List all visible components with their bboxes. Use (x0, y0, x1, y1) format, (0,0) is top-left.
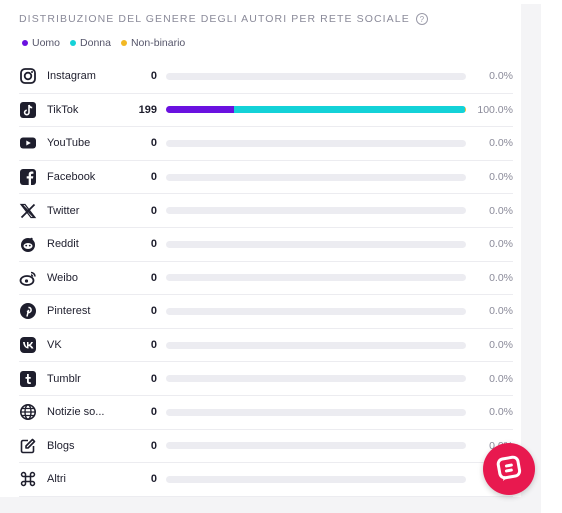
network-row[interactable]: Blogs00.0% (19, 430, 513, 464)
gender-bar (166, 341, 466, 349)
legend-label: Non-binario (130, 37, 186, 49)
command-icon (19, 470, 37, 488)
gender-bar (166, 72, 466, 80)
gender-bar (166, 475, 466, 483)
legend-dot-nonbinary (120, 40, 127, 46)
chat-support-button[interactable] (483, 443, 535, 495)
network-name: Tumblr (47, 372, 81, 385)
author-count: 0 (150, 238, 157, 251)
author-count: 0 (150, 339, 157, 352)
share-percent: 0.0% (489, 372, 513, 385)
tumblr-icon (19, 370, 37, 388)
gender-bar (166, 307, 466, 315)
chat-support-icon (496, 455, 522, 481)
gender-bar (166, 274, 466, 282)
network-name: Notizie so... (47, 406, 105, 419)
network-name: Blogs (47, 439, 75, 452)
legend-label: Uomo (32, 37, 61, 49)
gender-bar (166, 173, 466, 181)
facebook-icon (19, 168, 37, 186)
instagram-icon (19, 67, 37, 85)
network-name: Altri (47, 473, 66, 486)
network-row[interactable]: TikTok 199 100.0% (19, 94, 513, 128)
share-percent: 0.0% (489, 271, 513, 284)
vk-icon (19, 336, 37, 354)
author-count: 0 (150, 439, 157, 452)
legend-item-female[interactable]: Donna (70, 37, 111, 49)
author-count: 0 (150, 171, 157, 184)
gender-bar (166, 139, 466, 147)
gender-bar (166, 106, 466, 114)
gender-bar (166, 240, 466, 248)
author-count: 0 (150, 372, 157, 385)
share-percent: 0.0% (489, 238, 513, 251)
share-percent: 0.0% (489, 137, 513, 150)
legend-dot-male (22, 40, 28, 46)
bar-segment-female (233, 106, 465, 114)
legend-label: Donna (80, 37, 111, 49)
network-row[interactable]: Reddit 0 0.0% (19, 228, 513, 262)
widget-title: DISTRIBUZIONE DEL GENERE DEGLI AUTORI PE… (19, 13, 428, 25)
gender-bar (166, 207, 466, 215)
legend-item-male[interactable]: Uomo (22, 37, 60, 49)
network-list: Instagram 0 0.0% TikTok 199 100.0% YouTube 0 0.0… (19, 60, 513, 497)
author-count: 0 (150, 137, 157, 150)
share-percent: 0.0% (489, 171, 513, 184)
author-count: 0 (150, 473, 157, 486)
network-name: Facebook (47, 171, 96, 184)
network-row[interactable]: Notizie so... 0 0.0% (19, 396, 513, 430)
weibo-icon (19, 269, 37, 287)
pinterest-icon (19, 302, 37, 320)
x-twitter-icon (19, 202, 37, 220)
gender-bar (166, 442, 466, 450)
legend: Uomo Donna Non-binario (22, 37, 185, 49)
share-percent: 0.0% (489, 305, 513, 318)
gender-bar (166, 375, 466, 383)
legend-item-nonbinary[interactable]: Non-binario (120, 37, 186, 49)
bar-segment-nonbinary (464, 106, 466, 114)
network-name: Twitter (47, 204, 80, 217)
bar-segment-male (166, 106, 234, 114)
share-percent: 0.0% (489, 406, 513, 419)
tiktok-icon (19, 101, 37, 119)
gender-bar (166, 408, 466, 416)
network-row[interactable]: Weibo 0 0.0% (19, 262, 513, 296)
author-count: 0 (150, 204, 157, 217)
edit-icon (19, 437, 37, 455)
network-name: Weibo (47, 271, 78, 284)
network-row[interactable]: Twitter 0 0.0% (19, 194, 513, 228)
network-row[interactable]: YouTube 0 0.0% (19, 127, 513, 161)
share-percent: 0.0% (489, 339, 513, 352)
author-count: 0 (150, 271, 157, 284)
network-row[interactable]: Altri00.0% (19, 463, 513, 497)
author-count: 0 (150, 406, 157, 419)
author-count: 0 (150, 70, 157, 83)
network-name: Reddit (47, 238, 79, 251)
bottom-strip (0, 497, 541, 513)
youtube-icon (19, 134, 37, 152)
author-count: 199 (138, 103, 157, 116)
legend-dot-female (70, 40, 77, 46)
network-name: VK (47, 339, 62, 352)
network-name: TikTok (47, 103, 79, 116)
gender-distribution-card: DISTRIBUZIONE DEL GENERE DEGLI AUTORI PE… (8, 4, 541, 504)
author-count: 0 (150, 305, 157, 318)
network-name: Pinterest (47, 305, 91, 318)
share-percent: 0.0% (489, 204, 513, 217)
share-percent: 100.0% (477, 103, 513, 116)
help-icon[interactable]: ? (415, 13, 428, 25)
network-row[interactable]: Instagram 0 0.0% (19, 60, 513, 94)
network-name: YouTube (47, 137, 91, 150)
globe-icon (19, 403, 37, 421)
network-row[interactable]: VK 0 0.0% (19, 329, 513, 363)
network-row[interactable]: Pinterest 0 0.0% (19, 295, 513, 329)
network-row[interactable]: Facebook 0 0.0% (19, 161, 513, 195)
network-name: Instagram (47, 70, 96, 83)
share-percent: 0.0% (489, 70, 513, 83)
reddit-icon (19, 235, 37, 253)
network-row[interactable]: Tumblr 0 0.0% (19, 362, 513, 396)
widget-title-text: DISTRIBUZIONE DEL GENERE DEGLI AUTORI PE… (19, 13, 410, 25)
